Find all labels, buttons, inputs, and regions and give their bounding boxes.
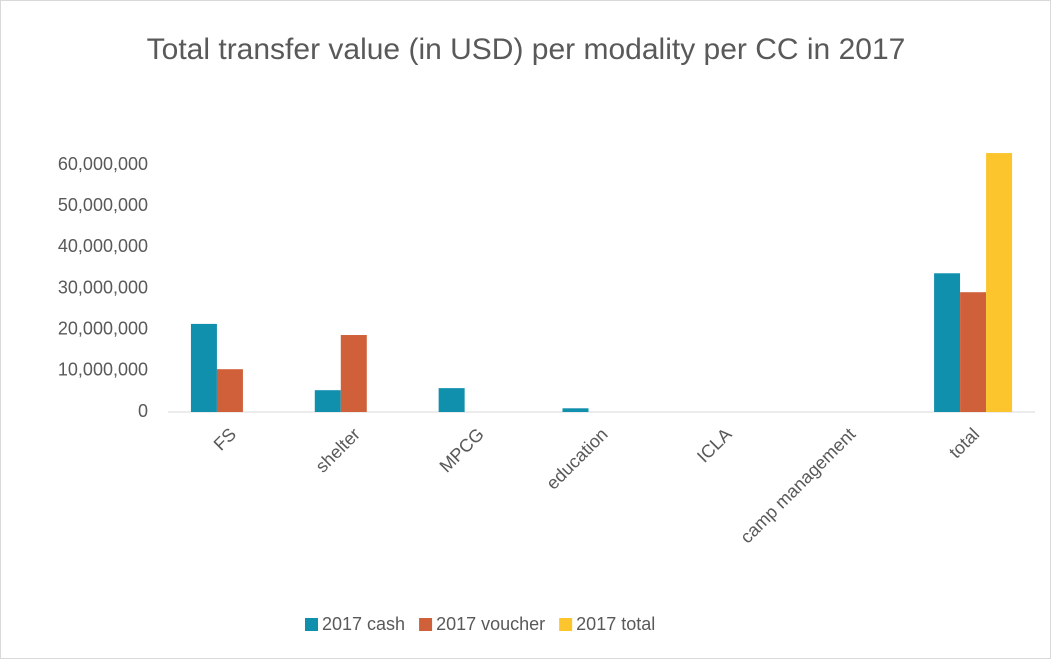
bar: [190, 323, 217, 412]
y-tick-label: 20,000,000: [58, 318, 148, 338]
legend-swatch: [305, 618, 318, 631]
bar: [986, 153, 1013, 413]
chart-title: Total transfer value (in USD) per modali…: [146, 33, 906, 66]
legend-label: 2017 cash: [322, 614, 405, 634]
bar: [340, 335, 367, 412]
legend-label: 2017 total: [576, 614, 655, 634]
legend-label: 2017 voucher: [436, 614, 545, 634]
y-tick-label: 40,000,000: [58, 236, 148, 256]
y-tick-label: 0: [138, 401, 148, 421]
bar: [216, 369, 243, 412]
bar: [934, 273, 961, 412]
bar: [960, 292, 987, 412]
y-tick-label: 50,000,000: [58, 195, 148, 215]
y-tick-label: 10,000,000: [58, 360, 148, 380]
legend-swatch: [559, 618, 573, 631]
y-tick-label: 30,000,000: [58, 277, 148, 297]
bar: [438, 388, 465, 412]
y-tick-label: 60,000,000: [58, 154, 148, 174]
bar: [562, 408, 589, 412]
legend-swatch: [419, 618, 433, 631]
bar: [314, 390, 341, 412]
